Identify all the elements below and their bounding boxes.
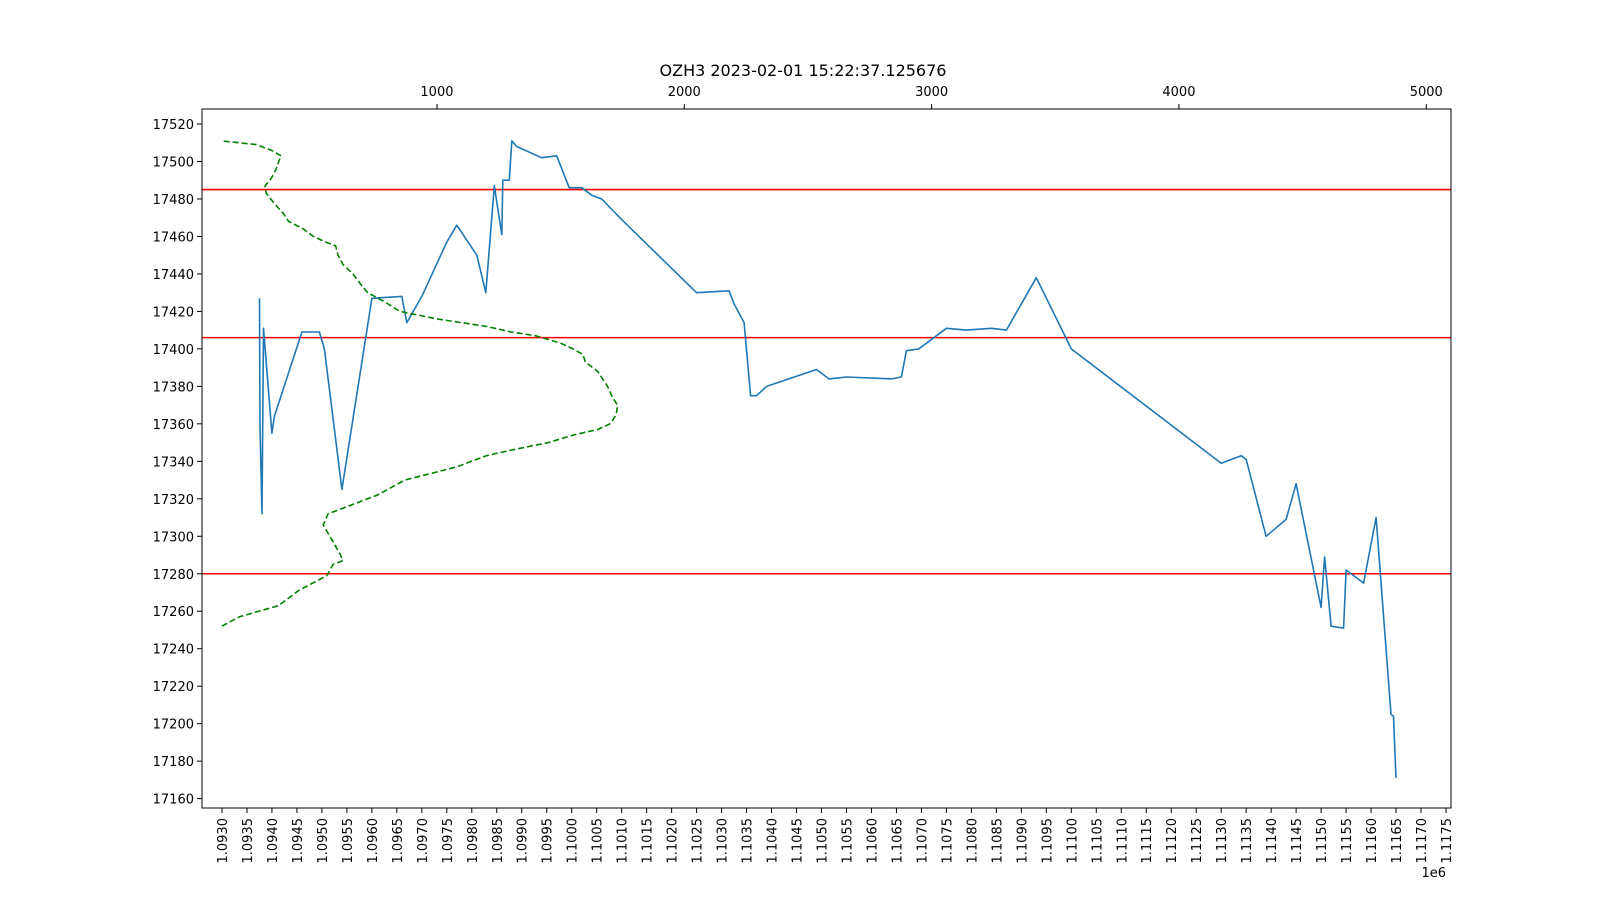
x-tick-label: 1.1120 xyxy=(1165,818,1180,864)
x-tick-label: 1.0945 xyxy=(291,818,306,864)
x-axis-bottom: 1.0930 1.0935 1.0940 1.0945 1.0950 1.0955 1.09… xyxy=(216,808,1455,864)
y-tick-label: 17200 xyxy=(153,718,194,733)
y-tick-label: 17380 xyxy=(153,380,194,395)
series-line-solid xyxy=(258,140,1397,779)
x-tick-label: 1.1140 xyxy=(1265,818,1280,864)
y-tick-label: 17500 xyxy=(153,155,194,170)
y-tick-label: 17420 xyxy=(153,305,194,320)
x-tick-label: 1.0970 xyxy=(416,818,431,864)
x-tick-label: 1.1070 xyxy=(915,818,930,864)
x-tick-label: 1.0960 xyxy=(366,818,381,864)
y-tick-label: 17520 xyxy=(153,118,194,133)
top-x-tick-label: 1000 xyxy=(420,85,453,100)
y-axis: 17160 17180 17200 17220 17240 17260 17280 17300… xyxy=(153,118,202,808)
y-tick-label: 17160 xyxy=(153,793,194,808)
x-tick-label: 1.0950 xyxy=(316,818,331,864)
x-tick-label: 1.1125 xyxy=(1190,818,1205,864)
x-tick-label: 1.0980 xyxy=(466,818,481,864)
x-tick-label: 1.1170 xyxy=(1415,818,1430,864)
x-tick-label: 1.1100 xyxy=(1065,818,1080,864)
x-tick-label: 1.0985 xyxy=(491,818,506,864)
x-tick-label: 1.1025 xyxy=(691,818,706,864)
x-tick-label: 1.1035 xyxy=(741,818,756,864)
x-tick-label: 1.1085 xyxy=(990,818,1005,864)
y-tick-label: 17460 xyxy=(153,230,194,245)
x-tick-label: 1.1060 xyxy=(865,818,880,864)
x-tick-label: 1.1075 xyxy=(940,818,955,864)
x-axis-offset-label: 1e6 xyxy=(1421,866,1446,881)
x-tick-label: 1.0935 xyxy=(241,818,256,864)
x-tick-label: 1.1095 xyxy=(1040,818,1055,864)
x-tick-label: 1.1015 xyxy=(641,818,656,864)
x-tick-label: 1.1165 xyxy=(1390,818,1405,864)
x-tick-label: 1.1045 xyxy=(791,818,806,864)
y-tick-label: 17260 xyxy=(153,605,194,620)
x-tick-label: 1.1160 xyxy=(1365,818,1380,864)
x-axis-top: 1000 2000 3000 4000 5000 xyxy=(420,85,1443,109)
x-tick-label: 1.1005 xyxy=(591,818,606,864)
chart-title: OZH3 2023-02-01 15:22:37.125676 xyxy=(660,61,947,80)
x-tick-label: 1.1150 xyxy=(1315,818,1330,864)
y-tick-label: 17220 xyxy=(153,680,194,695)
x-tick-label: 1.0975 xyxy=(441,818,456,864)
plot-frame xyxy=(201,108,1452,809)
y-tick-label: 17480 xyxy=(153,193,194,208)
x-tick-label: 1.1175 xyxy=(1440,818,1455,864)
x-tick-label: 1.0995 xyxy=(541,818,556,864)
x-tick-label: 1.0955 xyxy=(341,818,356,864)
x-tick-label: 1.1055 xyxy=(840,818,855,864)
x-tick-label: 1.1090 xyxy=(1015,818,1030,864)
top-x-tick-label: 3000 xyxy=(915,85,948,100)
x-tick-label: 1.1155 xyxy=(1340,818,1355,864)
x-tick-label: 1.1135 xyxy=(1240,818,1255,864)
x-tick-label: 1.1065 xyxy=(890,818,905,864)
y-tick-label: 17440 xyxy=(153,268,194,283)
y-tick-label: 17240 xyxy=(153,643,194,658)
x-tick-label: 1.1020 xyxy=(666,818,681,864)
x-tick-label: 1.1130 xyxy=(1215,818,1230,864)
x-tick-label: 1.0940 xyxy=(266,818,281,864)
top-x-tick-label: 5000 xyxy=(1410,85,1443,100)
plot-area xyxy=(202,140,1451,779)
x-tick-label: 1.0965 xyxy=(391,818,406,864)
top-x-tick-label: 4000 xyxy=(1162,85,1195,100)
threshold-lines xyxy=(202,188,1451,575)
x-tick-label: 1.1105 xyxy=(1090,818,1105,864)
y-tick-label: 17400 xyxy=(153,343,194,358)
x-tick-label: 1.1030 xyxy=(716,818,731,864)
x-tick-label: 1.1040 xyxy=(766,818,781,864)
x-tick-label: 1.1010 xyxy=(616,818,631,864)
x-tick-label: 1.1000 xyxy=(566,818,581,864)
x-tick-label: 1.1115 xyxy=(1140,818,1155,864)
y-tick-label: 17340 xyxy=(153,455,194,470)
y-tick-label: 17280 xyxy=(153,568,194,583)
series-line-dashed xyxy=(221,140,619,627)
y-tick-label: 17320 xyxy=(153,493,194,508)
x-tick-label: 1.1110 xyxy=(1115,818,1130,864)
series-group xyxy=(221,140,1397,779)
x-tick-label: 1.1080 xyxy=(965,818,980,864)
x-tick-label: 1.1145 xyxy=(1290,818,1305,864)
y-tick-label: 17180 xyxy=(153,755,194,770)
y-tick-label: 17360 xyxy=(153,418,194,433)
top-x-tick-label: 2000 xyxy=(668,85,701,100)
x-tick-label: 1.0990 xyxy=(516,818,531,864)
x-tick-label: 1.0930 xyxy=(216,818,231,864)
y-tick-label: 17300 xyxy=(153,530,194,545)
x-tick-label: 1.1050 xyxy=(816,818,831,864)
